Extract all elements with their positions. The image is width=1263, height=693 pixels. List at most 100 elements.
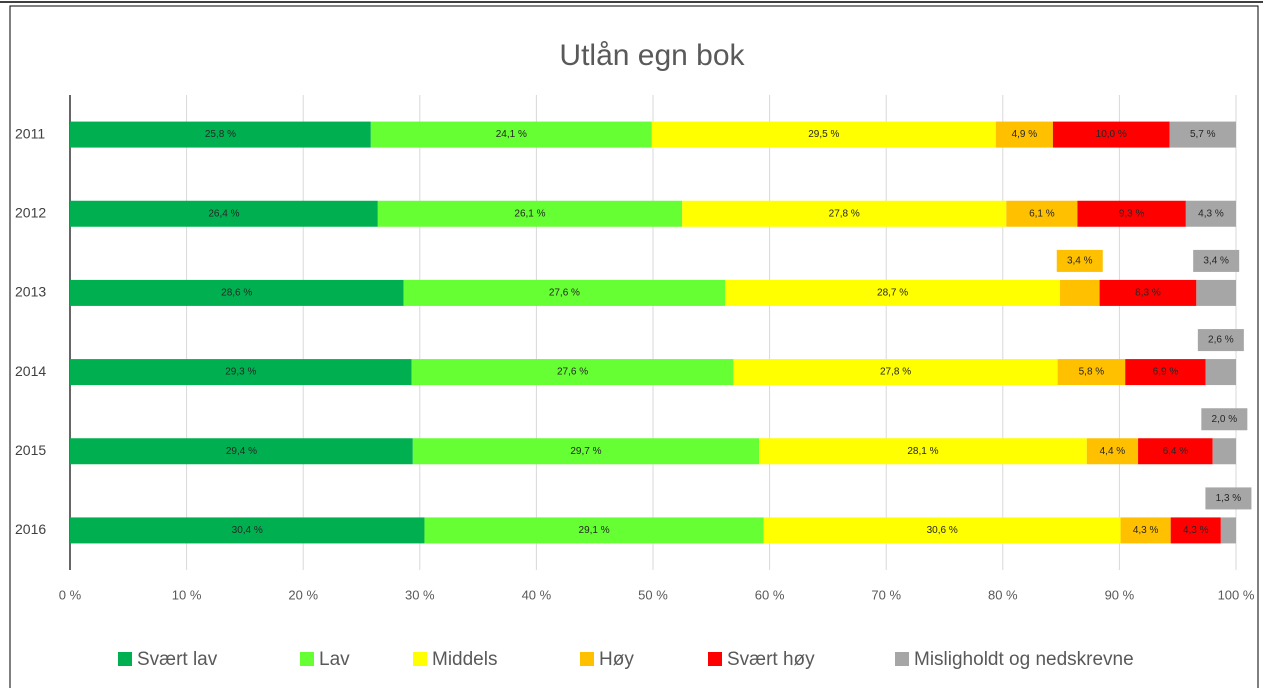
x-tick-label: 80 % <box>988 587 1018 602</box>
bar-segment <box>70 279 404 306</box>
legend-label: Svært lav <box>137 649 218 670</box>
data-label-box <box>1201 408 1248 431</box>
chart-frame <box>9 5 1259 693</box>
data-label: 2,6 % <box>1208 335 1234 346</box>
bar-segment <box>1120 517 1171 544</box>
legend-swatch <box>580 652 594 666</box>
bar-segment <box>1220 517 1236 544</box>
data-label: 5,7 % <box>1190 129 1216 140</box>
data-label: 30,6 % <box>927 525 958 536</box>
data-label: 28,1 % <box>907 446 938 457</box>
legend-swatch <box>118 652 132 666</box>
legend-label: Middels <box>432 649 497 670</box>
bar-segment <box>70 359 412 386</box>
data-label: 3,4 % <box>1067 256 1093 267</box>
bar-segment <box>70 438 413 465</box>
data-label-box <box>1056 249 1103 272</box>
legend-swatch <box>708 652 722 666</box>
y-tick-label: 2012 <box>15 204 46 220</box>
data-label: 25,8 % <box>205 129 236 140</box>
data-label: 29,5 % <box>808 129 839 140</box>
bar-segment <box>411 359 734 386</box>
data-label: 4,3 % <box>1183 525 1209 536</box>
data-label: 26,1 % <box>514 208 545 219</box>
bar-segment <box>651 121 996 148</box>
bar-segment <box>682 200 1007 227</box>
x-tick-label: 90 % <box>1105 587 1135 602</box>
data-label: 6,1 % <box>1029 208 1055 219</box>
legend-label: Svært høy <box>727 649 815 670</box>
x-tick-label: 50 % <box>638 587 668 602</box>
bar-segment <box>1057 359 1126 386</box>
data-label: 27,6 % <box>549 288 580 299</box>
bar-segment <box>403 279 726 306</box>
bar-segment <box>70 517 425 544</box>
bar-segment <box>377 200 683 227</box>
bar-segment <box>1052 121 1170 148</box>
x-tick-label: 70 % <box>871 587 901 602</box>
data-label: 30,4 % <box>232 525 263 536</box>
data-label: 29,3 % <box>225 367 256 378</box>
y-tick-label: 2014 <box>15 363 46 379</box>
data-label: 27,8 % <box>829 208 860 219</box>
bar-segment <box>725 279 1060 306</box>
legend-label: Lav <box>319 649 350 670</box>
data-label: 10,0 % <box>1096 129 1127 140</box>
bar-segment <box>1099 279 1197 306</box>
y-tick-label: 2013 <box>15 284 46 300</box>
data-label-box <box>1197 329 1244 352</box>
x-tick-label: 0 % <box>59 587 82 602</box>
data-label: 4,4 % <box>1100 446 1126 457</box>
y-tick-label: 2011 <box>15 125 45 141</box>
data-label: 26,4 % <box>208 208 239 219</box>
data-label: 24,1 % <box>496 129 527 140</box>
bar-segment <box>1169 121 1236 148</box>
data-label: 29,1 % <box>579 525 610 536</box>
x-tick-label: 40 % <box>522 587 552 602</box>
bar-segment <box>1059 279 1100 306</box>
data-label-box <box>1205 487 1252 510</box>
legend-swatch <box>300 652 314 666</box>
x-tick-label: 30 % <box>405 587 435 602</box>
data-label: 28,7 % <box>877 288 908 299</box>
data-label: 29,7 % <box>570 446 601 457</box>
data-label: 27,6 % <box>557 367 588 378</box>
bar-segment <box>1185 200 1236 227</box>
legend-label: Misligholdt og nedskrevne <box>914 649 1134 670</box>
chart-title: Utlån egn bok <box>559 39 745 72</box>
data-label-box <box>1193 249 1240 272</box>
bar-segment <box>1077 200 1186 227</box>
data-label: 28,6 % <box>221 288 252 299</box>
data-label: 2,0 % <box>1212 414 1238 425</box>
legend-swatch <box>895 652 909 666</box>
y-tick-label: 2016 <box>15 521 46 537</box>
bar-segment <box>370 121 652 148</box>
y-tick-label: 2015 <box>15 442 46 458</box>
bar-segment <box>1006 200 1078 227</box>
bar-segment <box>1170 517 1221 544</box>
bar-segment <box>70 200 378 227</box>
bar-segment <box>1125 359 1206 386</box>
x-tick-label: 10 % <box>172 587 202 602</box>
bar-segment <box>733 359 1058 386</box>
data-label: 29,4 % <box>226 446 257 457</box>
data-label: 27,8 % <box>880 367 911 378</box>
bar-segment <box>424 517 764 544</box>
bar-segment <box>1138 438 1213 465</box>
data-label: 3,4 % <box>1203 256 1229 267</box>
x-tick-label: 20 % <box>288 587 318 602</box>
bar-segment <box>1212 438 1236 465</box>
data-label: 4,9 % <box>1012 129 1038 140</box>
data-label: 8,3 % <box>1135 288 1161 299</box>
data-label: 4,3 % <box>1198 208 1224 219</box>
data-label: 1,3 % <box>1216 493 1242 504</box>
bar-segment <box>1205 359 1236 386</box>
bar-segment <box>995 121 1053 148</box>
legend-label: Høy <box>599 649 634 670</box>
data-label: 6,4 % <box>1163 446 1189 457</box>
bar-segment <box>70 121 371 148</box>
data-label: 6,9 % <box>1153 367 1179 378</box>
bar-segment <box>1086 438 1139 465</box>
bar-segment <box>759 438 1087 465</box>
